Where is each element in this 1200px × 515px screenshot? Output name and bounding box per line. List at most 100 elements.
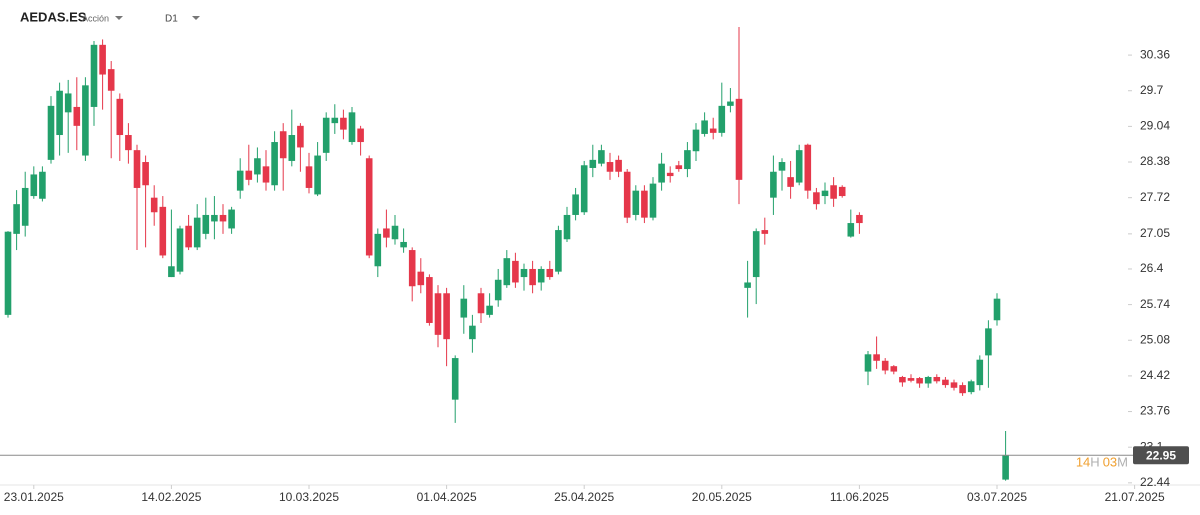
candle-body (262, 166, 270, 183)
y-tick-label: 25.74 (1140, 297, 1170, 311)
candle-body (185, 225, 192, 248)
x-tick-label: 23.01.2025 (4, 490, 64, 504)
candle-body (357, 128, 364, 143)
candle-body (331, 117, 339, 124)
candle-body (176, 228, 184, 272)
candle-body (967, 381, 975, 393)
last-price-box (1133, 446, 1189, 465)
candle-body (30, 174, 38, 197)
candle-body (692, 129, 700, 152)
dropdown-arrow[interactable] (115, 16, 123, 20)
candle-body (520, 268, 528, 278)
x-tick-label: 03.07.2025 (967, 490, 1027, 504)
candle-body (56, 90, 63, 136)
x-tick-label: 20.05.2025 (692, 490, 752, 504)
candle-body (125, 135, 132, 151)
candle-body (271, 142, 278, 186)
candle-body (314, 155, 321, 195)
candle-body (537, 268, 545, 283)
candle-body (864, 354, 872, 372)
candle-body (73, 106, 81, 126)
candle-body (529, 268, 536, 286)
x-tick-label: 14.02.2025 (141, 490, 201, 504)
timeframe[interactable]: D1 (165, 14, 178, 25)
candle-body (787, 177, 794, 187)
countdown-part: H (1090, 455, 1099, 470)
y-tick-label: 26.4 (1140, 261, 1164, 275)
candle-body (236, 170, 244, 191)
candle-body (838, 186, 846, 197)
y-tick-label: 24.42 (1140, 368, 1170, 382)
candle-body (735, 98, 743, 180)
candle-body (933, 376, 941, 382)
candle-body (494, 279, 502, 301)
candle-body (701, 120, 708, 134)
candle-body (279, 131, 287, 159)
dropdown-arrow[interactable] (192, 16, 200, 20)
candle-body (99, 44, 106, 75)
y-tick-label: 28.38 (1140, 154, 1170, 168)
candle-body (709, 128, 717, 133)
symbol[interactable]: AEDAS.ES (20, 9, 87, 24)
candle-body (623, 171, 631, 218)
candle-body (116, 98, 124, 136)
candle-body (391, 225, 399, 240)
candle-body (821, 190, 829, 197)
candle-body (383, 228, 390, 238)
y-tick-label: 22.44 (1140, 475, 1170, 489)
candle-body (503, 258, 511, 286)
x-tick-label: 01.04.2025 (417, 490, 477, 504)
candle-body (907, 378, 915, 381)
candle-body (193, 217, 201, 248)
candle-body (993, 298, 1001, 321)
candle-body (641, 190, 648, 218)
candle-body (615, 159, 622, 172)
y-tick-label: 25.08 (1140, 332, 1170, 346)
candle-body (598, 150, 605, 164)
countdown-part: M (1117, 455, 1128, 470)
candle-body (589, 159, 597, 168)
candle-body (254, 158, 261, 175)
candle-body (778, 162, 786, 171)
candle-body (228, 209, 235, 229)
x-tick-label: 10.03.2025 (279, 490, 339, 504)
candle-body (830, 185, 837, 199)
candle-body (881, 360, 889, 371)
y-tick-label: 27.05 (1140, 226, 1170, 240)
candle-body (649, 183, 657, 218)
candle-body (512, 260, 519, 283)
instrument-type[interactable]: Acción (82, 13, 109, 23)
candle-body (211, 214, 218, 222)
candle-body (684, 150, 691, 170)
candle-body (924, 376, 932, 384)
candle-body (297, 125, 304, 148)
candle-body (426, 277, 433, 323)
x-tick-label: 11.06.2025 (830, 490, 889, 504)
candle-body (563, 214, 571, 240)
candle-body (90, 44, 98, 107)
candle-body (348, 112, 356, 143)
countdown-part: 14 (1076, 455, 1090, 470)
candle-body (13, 204, 20, 234)
candle-body (1002, 455, 1009, 480)
candle-body (374, 233, 382, 267)
candle-body (305, 166, 313, 188)
candle-body (752, 231, 760, 278)
candle-body (985, 328, 992, 356)
candle-body (47, 105, 55, 160)
candle-body (39, 171, 46, 199)
candle-body (245, 170, 253, 180)
candle-body (942, 379, 949, 386)
candle-body (890, 366, 898, 372)
countdown: 14H 03M (1076, 455, 1128, 470)
candle-body (107, 69, 115, 91)
candle-body (460, 298, 468, 318)
candle-body (340, 117, 347, 130)
candle-body (202, 214, 210, 234)
candle-body (477, 293, 485, 314)
y-tick-label: 29.04 (1140, 119, 1170, 133)
candle-body (486, 305, 493, 315)
candle-body (761, 230, 769, 234)
